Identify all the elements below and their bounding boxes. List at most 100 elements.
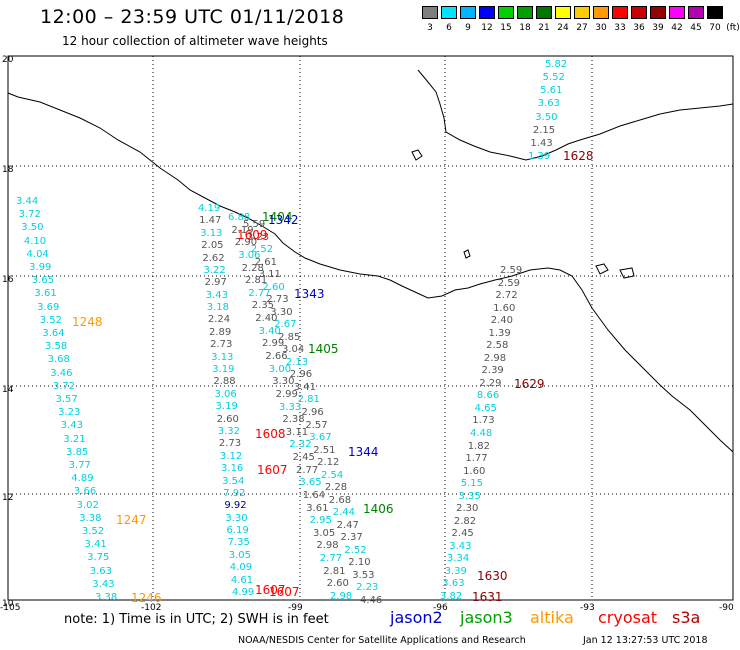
wave-height-value: 4.89 — [71, 473, 94, 485]
wave-height-value: 3.53 — [352, 569, 375, 581]
scale-label: 30 — [595, 23, 607, 33]
wave-height-value: 2.98 — [330, 591, 353, 602]
wave-height-value: 3.66 — [73, 486, 97, 498]
scale-swatch — [688, 6, 704, 19]
wave-height-value: 2.97 — [204, 277, 227, 289]
wave-height-value: 3.32 — [217, 425, 240, 437]
wave-height-value: 2.95 — [309, 515, 332, 527]
wave-height-value: 5.52 — [542, 72, 565, 84]
track-id-label: 1344 — [348, 445, 379, 459]
wave-height-value: 5.59 — [243, 219, 266, 230]
legend-cryosat: cryosat — [598, 608, 658, 627]
wave-height-value: 2.24 — [207, 314, 231, 326]
wave-height-value: 4.46 — [360, 595, 383, 606]
page-subtitle: 12 hour collection of altimeter wave hei… — [62, 34, 328, 48]
map-frame — [7, 55, 734, 601]
wave-height-value: 2.99 — [262, 338, 285, 350]
wave-height-value: 2.60 — [326, 578, 349, 590]
scale-swatch — [441, 6, 457, 19]
wave-height-value: 3.05 — [313, 527, 336, 539]
wave-height-value: 2.40 — [255, 313, 278, 325]
lat-label: 12 — [2, 493, 14, 503]
wave-height-value: 2.82 — [453, 515, 477, 527]
track-id-label: 1247 — [116, 513, 147, 527]
wave-height-value: 2.67 — [274, 319, 297, 331]
track-id-label: 1607 — [257, 463, 288, 477]
wave-height-value: 6.19 — [226, 525, 249, 537]
scale-swatch — [612, 6, 628, 19]
wave-height-value: 2.45 — [451, 528, 474, 540]
wave-height-value: 2.60 — [216, 413, 239, 425]
scale-label: 18 — [519, 23, 531, 33]
track-id-label: 1343 — [294, 287, 325, 301]
wave-height-value: 3.11 — [258, 269, 281, 281]
track-id-label: 1405 — [308, 342, 339, 356]
wave-height-value: 3.63 — [89, 565, 112, 577]
small-island — [595, 263, 609, 275]
legend-s3a: s3a — [672, 608, 701, 627]
wave-height-value: 2.12 — [317, 457, 340, 469]
wave-height-value: 2.38 — [282, 414, 305, 426]
scale-swatch — [631, 6, 647, 19]
scale-label: 39 — [652, 23, 664, 33]
wave-height-value: 1.73 — [472, 415, 495, 427]
wave-height-value: 2.68 — [328, 494, 352, 506]
wave-height-value: 3.57 — [55, 394, 78, 405]
wave-height-value: 3.16 — [221, 463, 244, 475]
wave-height-value: 1.82 — [467, 440, 490, 452]
wave-height-value: 3.13 — [200, 227, 223, 239]
wave-height-value: 3.64 — [42, 328, 65, 339]
wave-height-value: 1.43 — [530, 137, 553, 149]
wave-height-value: 2.13 — [285, 356, 309, 368]
scale-label: 21 — [538, 23, 550, 33]
wave-height-value: 5.61 — [540, 85, 563, 97]
scale-label: 15 — [500, 23, 512, 33]
wave-height-value: 2.88 — [213, 376, 236, 388]
wave-height-value: 3.63 — [442, 578, 465, 590]
wave-height-value: 2.05 — [201, 240, 224, 252]
wave-height-value: 2.28 — [324, 482, 348, 494]
wave-height-value: 2.52 — [250, 244, 274, 256]
lat-label: 20 — [2, 55, 14, 65]
wave-height-value: 2.59 — [497, 277, 520, 289]
wave-height-value: 2.44 — [332, 507, 355, 519]
scale-label: 36 — [633, 23, 645, 33]
wave-height-value: 3.06 — [238, 249, 261, 261]
wave-height-value: 4.65 — [474, 402, 497, 414]
scale-label: 27 — [576, 23, 588, 33]
wave-height-value: 2.10 — [348, 557, 371, 569]
wave-height-value: 3.50 — [21, 222, 44, 234]
scale-swatch — [650, 6, 666, 19]
wave-height-value: 2.98 — [316, 540, 339, 552]
wave-height-value: 3.21 — [63, 433, 86, 445]
wave-height-value: 7.92 — [223, 487, 246, 499]
wave-height-value: 2.81 — [297, 394, 320, 406]
wave-height-value: 3.67 — [309, 432, 332, 444]
wave-height-value: 3.19 — [212, 364, 235, 376]
wave-height-value: 4.61 — [230, 574, 254, 586]
wave-height-value: 3.65 — [299, 477, 322, 489]
scale-swatch — [707, 6, 723, 19]
legend-jason2: jason2 — [390, 608, 443, 627]
map-grid — [8, 56, 733, 600]
scale-swatch — [536, 6, 552, 19]
scale-swatch — [517, 6, 533, 19]
track-id-label: 1608 — [255, 427, 286, 441]
wave-height-value: 3.30 — [225, 512, 248, 524]
wave-height-value: 2.99 — [275, 388, 298, 400]
wave-height-value: 3.58 — [44, 341, 68, 353]
wave-height-value: 1.39 — [528, 151, 551, 162]
lat-label: 14 — [2, 385, 14, 395]
wave-height-value: 2.54 — [321, 469, 344, 481]
wave-height-value: 3.68 — [47, 354, 70, 366]
wave-height-value: 3.19 — [215, 401, 238, 413]
wave-height-value: 3.39 — [444, 565, 467, 577]
page-title: 12:00 – 23:59 UTC 01/11/2018 — [40, 6, 345, 28]
wave-height-value: 3.30 — [272, 376, 295, 388]
lon-label: -99 — [288, 603, 303, 613]
wave-height-value: 3.61 — [306, 502, 329, 514]
lon-label: -105 — [0, 603, 21, 613]
wave-height-value: 2.57 — [305, 419, 328, 431]
track-id-label: 1342 — [268, 213, 299, 227]
scale-label: 3 — [427, 23, 433, 33]
